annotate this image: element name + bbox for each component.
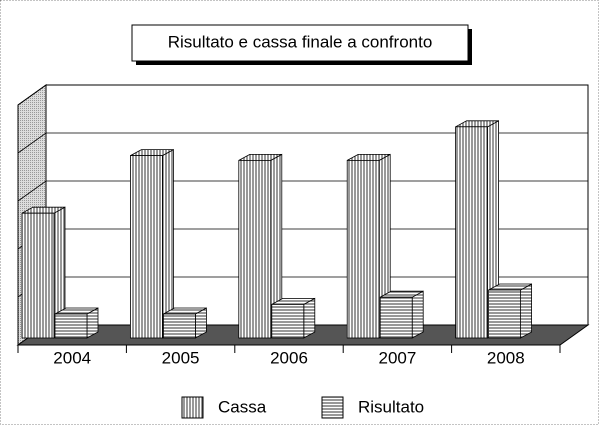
legend-swatch xyxy=(181,396,204,419)
title-box xyxy=(131,24,469,62)
bar-side xyxy=(520,283,532,339)
bar-front xyxy=(162,313,196,339)
bar-front xyxy=(129,155,163,339)
bar-front xyxy=(21,212,55,339)
grid-line xyxy=(17,84,588,106)
x-tick-label: 2007 xyxy=(378,348,416,367)
x-tick-label: 2008 xyxy=(487,348,525,367)
bar-front xyxy=(488,289,522,339)
x-tick-label: 2004 xyxy=(53,348,91,367)
bar xyxy=(271,297,316,339)
legend-swatch xyxy=(321,396,344,419)
x-tick-label: 2006 xyxy=(270,348,308,367)
bar xyxy=(54,307,99,339)
bar xyxy=(129,148,174,339)
bar xyxy=(21,206,66,339)
legend-label: Risultato xyxy=(358,397,424,416)
chart-title: Risultato e cassa finale a confronto xyxy=(168,32,433,51)
bar xyxy=(238,153,283,339)
bar-front xyxy=(346,159,380,339)
bar-front xyxy=(238,159,272,339)
bar-front xyxy=(54,313,88,339)
grid-line xyxy=(17,132,588,154)
bar xyxy=(488,283,532,339)
bar-front xyxy=(455,126,489,339)
x-tick-label: 2005 xyxy=(162,348,200,367)
bar-front xyxy=(271,303,305,339)
legend-label: Cassa xyxy=(218,397,267,416)
bar xyxy=(162,307,207,339)
bar-side xyxy=(411,290,424,339)
bar xyxy=(346,153,391,339)
bar-front xyxy=(379,296,413,339)
grid-line xyxy=(17,180,588,202)
bar-side xyxy=(303,297,316,339)
bar xyxy=(379,290,424,339)
